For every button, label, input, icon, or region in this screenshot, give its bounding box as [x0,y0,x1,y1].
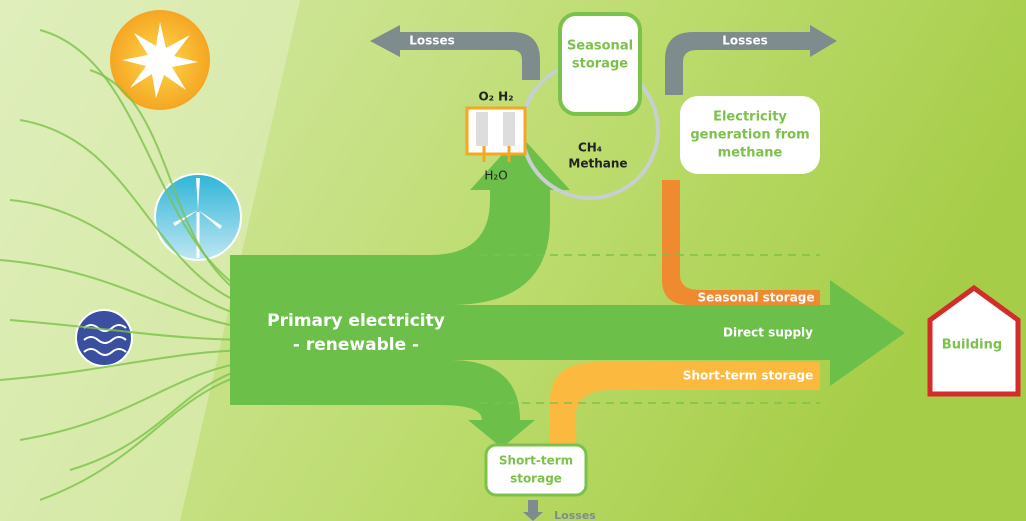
diagram: Losses Losses Losses Seasonal storage O₂… [0,0,1026,521]
methane-name: Methane [568,157,627,171]
losses-label: Losses [554,509,596,521]
seasonal-storage-label: storage [572,57,628,72]
building-label: Building [942,338,1002,353]
water-icon [76,310,132,366]
generation-label: generation from [690,128,809,143]
flow-label: Short-term storage [683,369,813,383]
short-term-label: Short-term [499,454,573,468]
sun-icon [110,10,210,110]
short-term-box [486,445,586,495]
flow-label: Seasonal storage [697,291,814,305]
generation-label: Electricity [713,110,787,125]
primary-label: - renewable - [293,335,419,355]
losses-label: Losses [722,34,767,48]
short-term-label: storage [510,472,562,486]
generation-label: methane [718,146,783,161]
primary-label: Primary electricity [267,311,445,331]
methane-formula: CH₄ [578,141,602,155]
losses-label: Losses [409,34,454,48]
electrolyser-icon [467,108,525,162]
electrolyser-gases: O₂ H₂ [479,90,514,104]
flow-label: Direct supply [723,326,813,340]
electrolyser-water: H₂O [484,169,507,183]
seasonal-storage-label: Seasonal [567,39,633,54]
